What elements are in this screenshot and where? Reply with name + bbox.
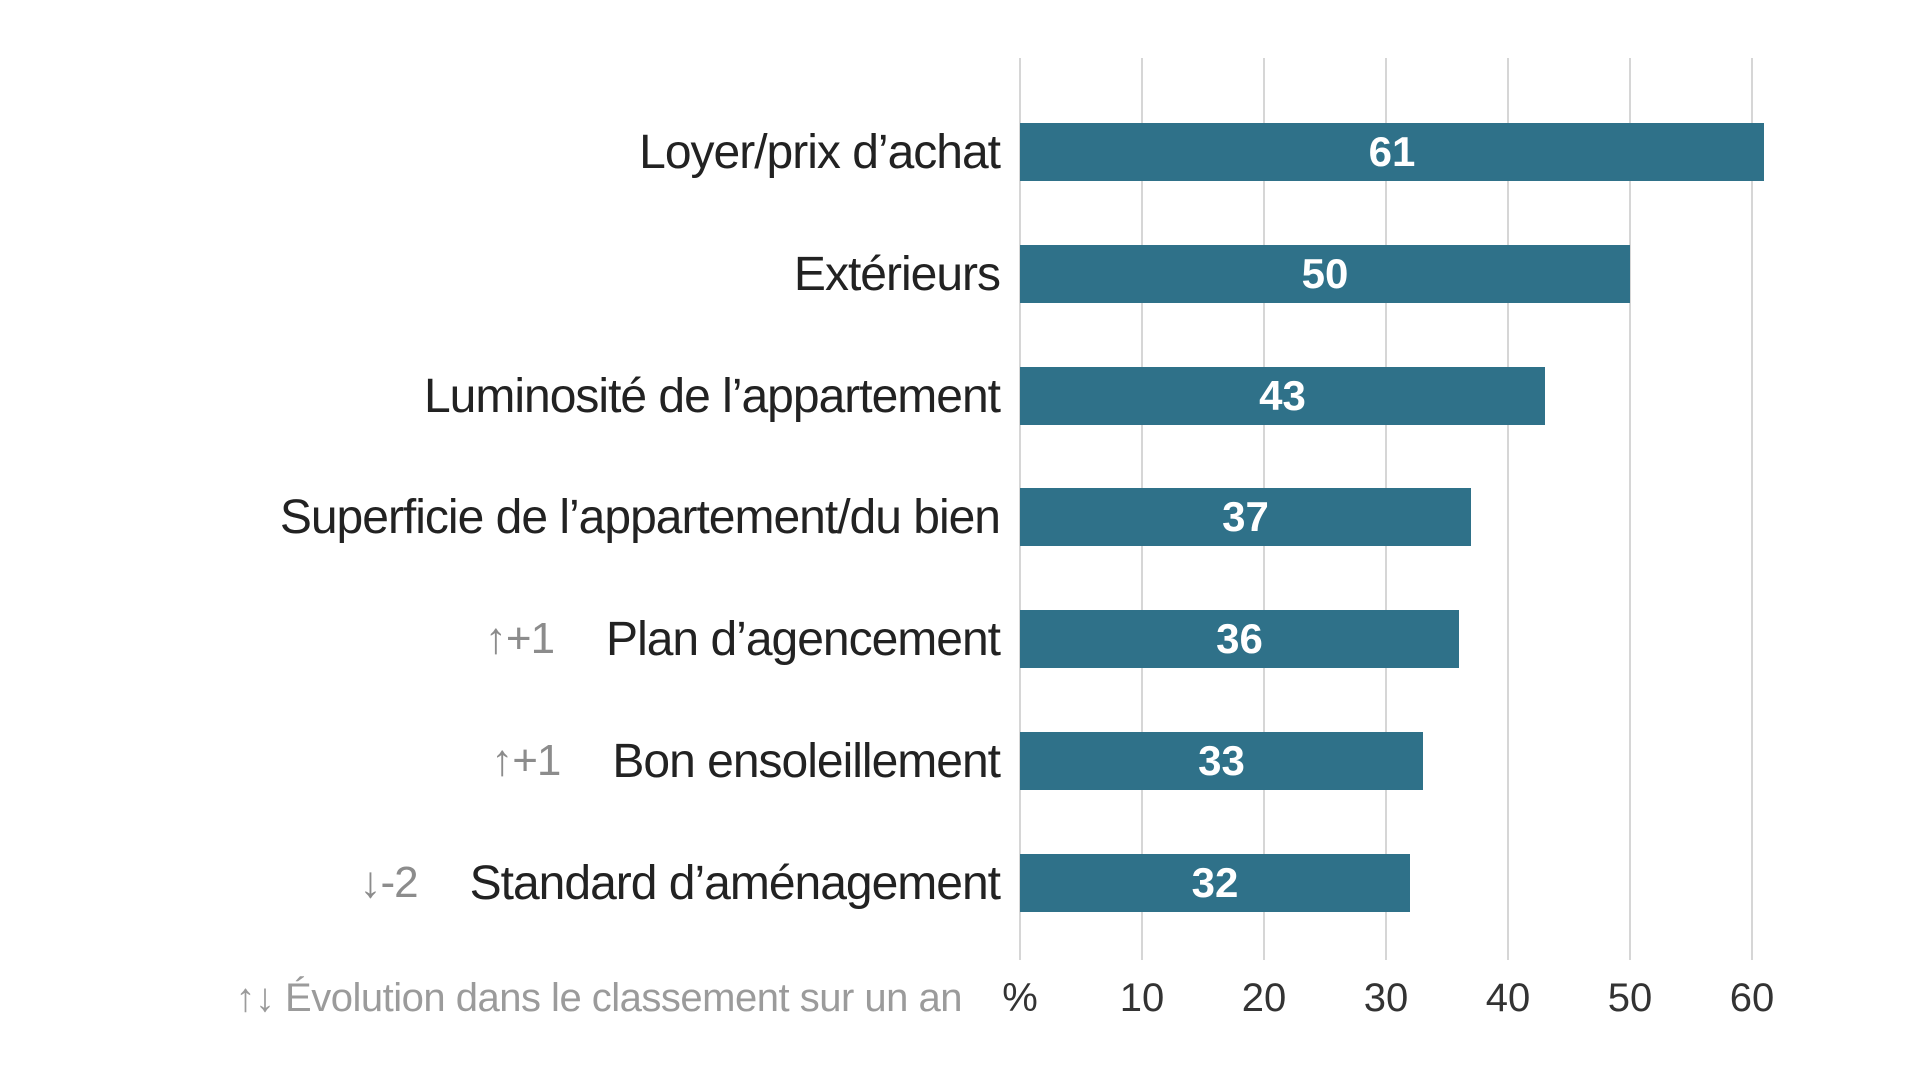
category-label: Standard d’aménagement [469, 856, 1001, 910]
bar-row: ↓-2 Standard d’aménagement 32 [0, 854, 1920, 912]
gridline-60 [1751, 58, 1753, 960]
bar: 61 [1020, 123, 1764, 181]
category-label-cell: Extérieurs [793, 245, 1001, 303]
bar-row: Superficie de l’appartement/du bien 37 [0, 488, 1920, 546]
rank-change-up-indicator: ↑+1 [484, 614, 555, 663]
axis-tick-label: 30 [1363, 976, 1409, 1020]
category-label-cell: Loyer/prix d’achat [639, 123, 1001, 181]
bar-value-label: 43 [1259, 372, 1306, 419]
bar-row: Luminosité de l’appartement 43 [0, 367, 1920, 425]
category-label: Loyer/prix d’achat [639, 125, 1001, 179]
gridline-50 [1629, 58, 1631, 960]
bar: 36 [1020, 610, 1459, 668]
axis-tick-label: 50 [1607, 976, 1653, 1020]
category-label: Luminosité de l’appartement [423, 369, 1001, 423]
bar-value-label: 36 [1216, 615, 1263, 662]
axis-tick-label: 20 [1241, 976, 1287, 1020]
bar: 33 [1020, 732, 1423, 790]
bar: 32 [1020, 854, 1410, 912]
bar-value-label: 33 [1198, 737, 1245, 784]
category-label: Plan d’agencement [606, 612, 1001, 666]
category-label-cell: ↓-2 Standard d’aménagement [359, 854, 1002, 912]
bar-value-label: 50 [1301, 250, 1349, 297]
category-label-cell: ↑+1 Bon ensoleillement [491, 732, 1001, 790]
bar-row: Loyer/prix d’achat 61 [0, 123, 1920, 181]
axis-tick-label: 40 [1485, 976, 1531, 1020]
rank-change-up-indicator: ↑+1 [491, 736, 561, 785]
axis-tick-label: 10 [1119, 976, 1165, 1020]
category-label: Bon ensoleillement [612, 734, 1001, 788]
axis-unit-label: % [1002, 976, 1038, 1020]
bar-value-label: 32 [1191, 859, 1239, 906]
category-label-cell: Superficie de l’appartement/du bien [279, 488, 1001, 546]
bar: 37 [1020, 488, 1471, 546]
bar: 43 [1020, 367, 1545, 425]
bar-row: ↑+1 Plan d’agencement 36 [0, 610, 1920, 668]
bar-value-label: 61 [1368, 128, 1416, 175]
category-label-cell: Luminosité de l’appartement [423, 367, 1001, 425]
axis-tick-label: 60 [1729, 976, 1775, 1020]
gridline-40 [1507, 58, 1509, 960]
bar: 50 [1020, 245, 1630, 303]
bar-row: Extérieurs 50 [0, 245, 1920, 303]
bar-value-label: 37 [1222, 493, 1269, 540]
category-label: Superficie de l’appartement/du bien [279, 490, 1001, 544]
category-label-cell: ↑+1 Plan d’agencement [484, 610, 1001, 668]
bar-row: ↑+1 Bon ensoleillement 33 [0, 732, 1920, 790]
rank-change-legend: ↑↓ Évolution dans le classement sur un a… [235, 976, 962, 1020]
rank-change-down-indicator: ↓-2 [359, 858, 419, 907]
category-label: Extérieurs [793, 247, 1001, 301]
